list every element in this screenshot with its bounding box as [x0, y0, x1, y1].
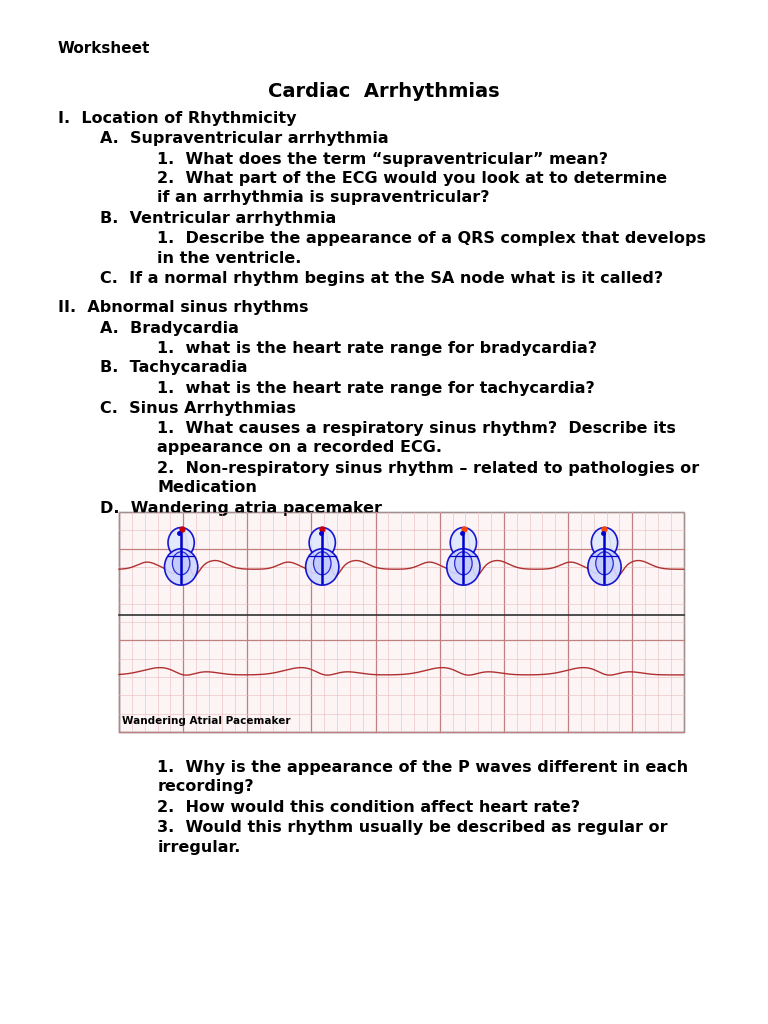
Text: irregular.: irregular.: [157, 840, 241, 855]
Text: B.  Tachycaradia: B. Tachycaradia: [100, 360, 247, 376]
Text: A.  Supraventricular arrhythmia: A. Supraventricular arrhythmia: [100, 131, 389, 146]
FancyBboxPatch shape: [119, 512, 684, 732]
Text: recording?: recording?: [157, 779, 254, 795]
Text: 1.  What causes a respiratory sinus rhythm?  Describe its: 1. What causes a respiratory sinus rhyth…: [157, 421, 677, 436]
Text: 1.  Why is the appearance of the P waves different in each: 1. Why is the appearance of the P waves …: [157, 760, 689, 775]
Text: if an arrhythmia is supraventricular?: if an arrhythmia is supraventricular?: [157, 190, 490, 206]
Text: Medication: Medication: [157, 480, 257, 496]
Ellipse shape: [455, 552, 472, 574]
Ellipse shape: [172, 552, 190, 574]
Text: 1.  What does the term “supraventricular” mean?: 1. What does the term “supraventricular”…: [157, 152, 608, 167]
Ellipse shape: [588, 549, 621, 585]
Text: D.  Wandering atria pacemaker: D. Wandering atria pacemaker: [100, 501, 382, 516]
Ellipse shape: [450, 527, 476, 558]
Text: 3.  Would this rhythm usually be described as regular or: 3. Would this rhythm usually be describe…: [157, 820, 668, 836]
Text: C.  Sinus Arrhythmias: C. Sinus Arrhythmias: [100, 401, 296, 417]
Ellipse shape: [591, 527, 617, 558]
Ellipse shape: [164, 549, 197, 585]
Text: C.  If a normal rhythm begins at the SA node what is it called?: C. If a normal rhythm begins at the SA n…: [100, 271, 663, 287]
Text: B.  Ventricular arrhythmia: B. Ventricular arrhythmia: [100, 211, 336, 226]
Text: Cardiac  Arrhythmias: Cardiac Arrhythmias: [268, 82, 500, 101]
Text: 2.  Non-respiratory sinus rhythm – related to pathologies or: 2. Non-respiratory sinus rhythm – relate…: [157, 461, 700, 476]
Text: appearance on a recorded ECG.: appearance on a recorded ECG.: [157, 440, 442, 456]
Text: 1.  what is the heart rate range for tachycardia?: 1. what is the heart rate range for tach…: [157, 381, 595, 396]
Text: in the ventricle.: in the ventricle.: [157, 251, 302, 266]
Text: I.  Location of Rhythmicity: I. Location of Rhythmicity: [58, 111, 296, 126]
Ellipse shape: [447, 549, 480, 585]
Ellipse shape: [596, 552, 613, 574]
Text: 1.  what is the heart rate range for bradycardia?: 1. what is the heart rate range for brad…: [157, 341, 598, 356]
Text: A.  Bradycardia: A. Bradycardia: [100, 321, 239, 336]
Text: II.  Abnormal sinus rhythms: II. Abnormal sinus rhythms: [58, 300, 308, 315]
Ellipse shape: [306, 549, 339, 585]
Text: 2.  What part of the ECG would you look at to determine: 2. What part of the ECG would you look a…: [157, 171, 667, 186]
Ellipse shape: [310, 527, 336, 558]
Ellipse shape: [313, 552, 331, 574]
Text: 1.  Describe the appearance of a QRS complex that develops: 1. Describe the appearance of a QRS comp…: [157, 231, 707, 247]
Text: Wandering Atrial Pacemaker: Wandering Atrial Pacemaker: [122, 716, 290, 726]
Text: Worksheet: Worksheet: [58, 41, 150, 56]
Ellipse shape: [168, 527, 194, 558]
Text: 2.  How would this condition affect heart rate?: 2. How would this condition affect heart…: [157, 800, 581, 815]
